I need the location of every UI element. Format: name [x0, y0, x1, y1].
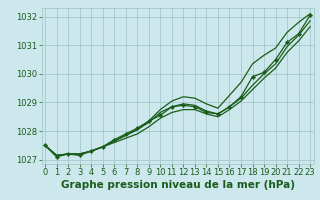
X-axis label: Graphe pression niveau de la mer (hPa): Graphe pression niveau de la mer (hPa) [60, 180, 295, 190]
